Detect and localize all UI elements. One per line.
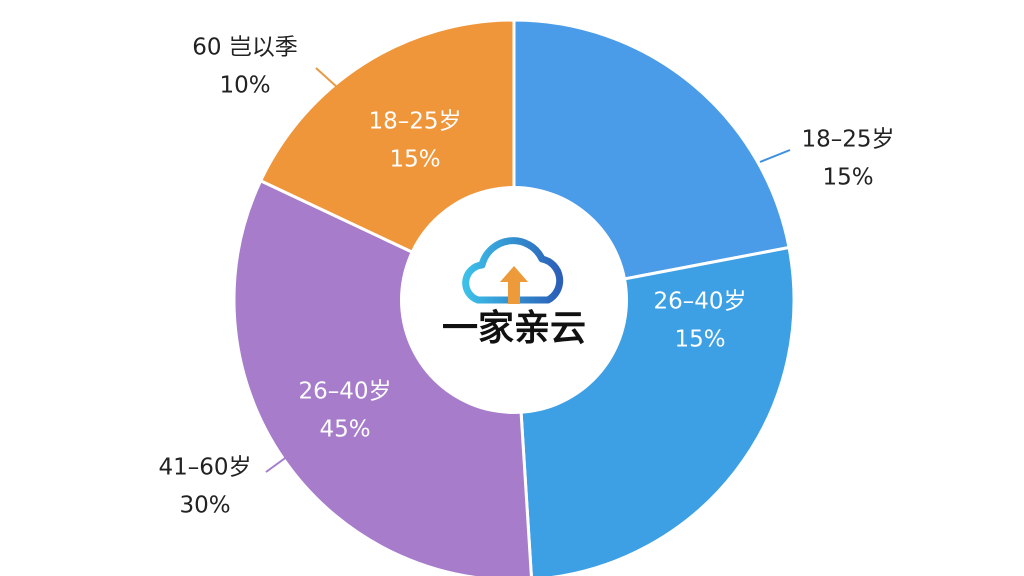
annotation: 10% <box>219 73 270 99</box>
annotation: 18–25岁 <box>801 127 894 153</box>
annotation: 30% <box>179 493 230 519</box>
annotation: 18–25岁 <box>368 109 461 135</box>
annotation: 26–40岁 <box>298 379 391 405</box>
annotation: 15% <box>674 327 725 353</box>
leader-lines <box>265 67 791 473</box>
logo-icon <box>462 237 564 304</box>
annotation: 45% <box>319 417 370 443</box>
center-label: 一家亲云 <box>442 308 586 349</box>
annotation: 41–60岁 <box>158 455 251 481</box>
annotation: 15% <box>822 165 873 191</box>
annotation: 60 岂以季 <box>192 35 298 61</box>
annotation: 15% <box>389 147 440 173</box>
annotation: 26–40岁 <box>653 289 746 315</box>
